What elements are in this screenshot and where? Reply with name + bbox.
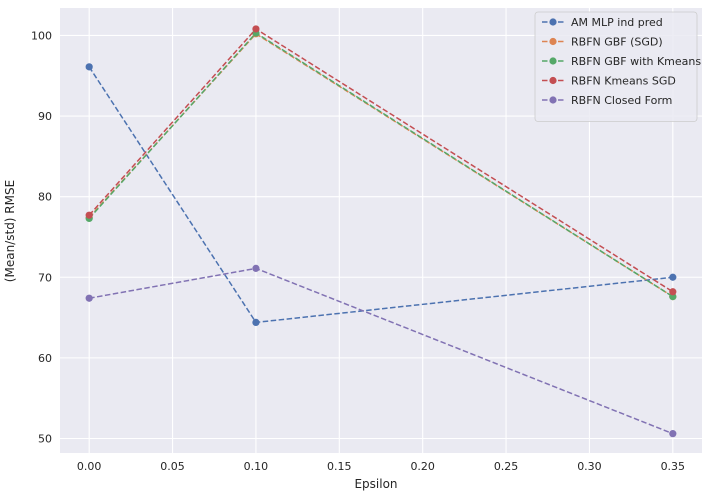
data-point xyxy=(85,63,93,71)
x-tick-label: 0.30 xyxy=(577,460,602,473)
x-axis-label: Epsilon xyxy=(354,477,397,491)
legend-item: RBFN Kmeans SGD xyxy=(542,75,676,88)
data-point xyxy=(669,273,677,281)
legend-label: RBFN GBF with Kmeans xyxy=(571,55,701,68)
series-1 xyxy=(85,63,677,327)
series-4 xyxy=(85,25,677,296)
data-point xyxy=(669,288,677,296)
y-axis-label: (Mean/std) RMSE xyxy=(3,180,17,282)
data-point xyxy=(252,264,260,272)
data-point xyxy=(85,294,93,302)
x-tick-label: 0.00 xyxy=(77,460,102,473)
data-point xyxy=(85,211,93,219)
legend-marker xyxy=(549,18,557,26)
legend-label: AM MLP ind pred xyxy=(571,16,663,29)
legend-item: RBFN GBF (SGD) xyxy=(542,36,663,49)
legend: AM MLP ind pred RBFN GBF (SGD) RBFN GBF wi… xyxy=(534,11,701,122)
legend-box xyxy=(534,11,698,122)
legend-marker xyxy=(549,37,557,46)
legend-item: AM MLP ind pred xyxy=(542,16,663,29)
legend-item: RBFN Closed Form xyxy=(542,94,672,107)
y-tick-label: 50 xyxy=(38,432,52,445)
data-point xyxy=(252,318,260,327)
data-point xyxy=(669,430,677,438)
legend-label: RBFN GBF (SGD) xyxy=(571,36,663,49)
legend-marker xyxy=(549,76,557,85)
series-lines xyxy=(85,25,677,438)
y-tick-label: 60 xyxy=(38,352,52,365)
legend-label: RBFN Closed Form xyxy=(571,94,672,107)
x-tick-label: 0.05 xyxy=(160,460,185,473)
y-tick-label: 90 xyxy=(38,110,52,123)
legend-marker xyxy=(549,96,557,104)
data-point xyxy=(252,25,260,33)
legend-marker xyxy=(549,57,557,65)
legend-item: RBFN GBF with Kmeans xyxy=(542,55,701,68)
y-tick-label: 100 xyxy=(31,29,52,42)
y-tick-label: 80 xyxy=(38,191,52,204)
tick-labels: 0.00 0.05 0.10 0.15 0.20 0.25 0.30 0.35 50 60 70 80… xyxy=(31,29,685,473)
y-tick-label: 70 xyxy=(38,271,52,284)
x-tick-label: 0.25 xyxy=(494,460,519,473)
x-tick-label: 0.10 xyxy=(244,460,269,473)
x-tick-label: 0.35 xyxy=(661,460,686,473)
x-tick-label: 0.15 xyxy=(327,460,352,473)
legend-label: RBFN Kmeans SGD xyxy=(571,75,676,88)
x-tick-label: 0.20 xyxy=(410,460,435,473)
series-5 xyxy=(85,264,677,438)
